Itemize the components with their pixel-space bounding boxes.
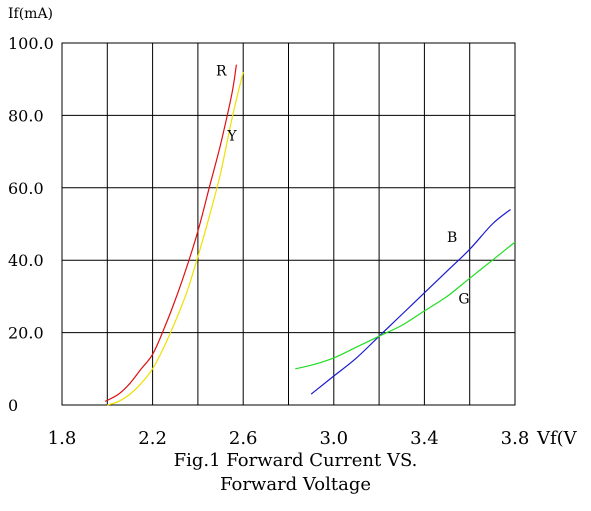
x-tick-label: 2.2 bbox=[138, 428, 167, 449]
y-tick-label: 40.0 bbox=[8, 251, 44, 270]
series-line-g bbox=[295, 241, 516, 370]
x-axis-label: Vf(V bbox=[536, 428, 578, 449]
y-axis-label: If(mA) bbox=[8, 6, 53, 22]
x-tick-label: 3.0 bbox=[319, 428, 348, 449]
grid bbox=[61, 42, 516, 406]
axis-labels: 0 20.0 40.0 60.0 80.0 100.0 1.8 2.2 2.6 3.0 3.4 3.8… bbox=[8, 6, 578, 449]
series-lines bbox=[104, 64, 516, 406]
y-tick-label: 60.0 bbox=[8, 179, 44, 198]
chart-title-line1: Fig.1 Forward Current VS. bbox=[173, 450, 418, 471]
chart-title-line2: Forward Voltage bbox=[219, 474, 371, 495]
series-line-r bbox=[104, 64, 237, 402]
x-tick-label: 2.6 bbox=[229, 428, 258, 449]
series-line-b bbox=[310, 209, 511, 395]
y-tick-label: 100.0 bbox=[8, 34, 54, 53]
series-line-y bbox=[107, 71, 244, 406]
y-tick-label: 20.0 bbox=[8, 324, 44, 343]
y-tick-label: 80.0 bbox=[8, 106, 44, 125]
x-tick-label: 3.4 bbox=[410, 428, 439, 449]
x-tick-label: 3.8 bbox=[501, 428, 530, 449]
series-label-y: Y bbox=[226, 129, 237, 145]
series-label-g: G bbox=[458, 292, 469, 308]
y-tick-label: 0 bbox=[8, 396, 18, 415]
series-label-r: R bbox=[216, 64, 227, 80]
series-label-b: B bbox=[447, 230, 457, 246]
x-tick-label: 1.8 bbox=[48, 428, 77, 449]
